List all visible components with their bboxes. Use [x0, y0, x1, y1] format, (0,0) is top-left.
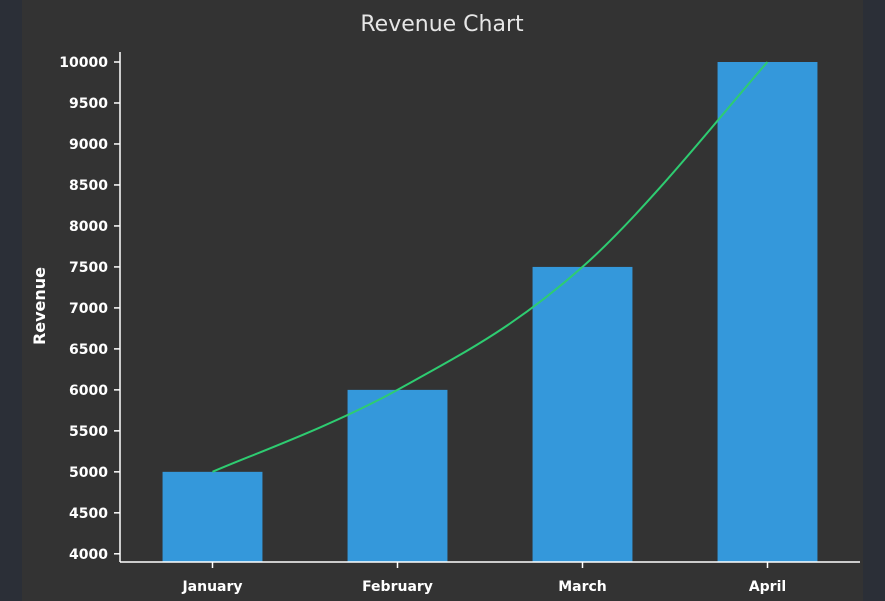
- y-tick-label: 8500: [69, 178, 108, 194]
- revenue-trend-line: [212, 61, 769, 473]
- y-tick-label: 4000: [69, 547, 108, 563]
- revenue-chart: Revenue Chart Revenue 4000 4500 5000 5500 60…: [30, 12, 860, 595]
- bar-january: [162, 471, 263, 562]
- bar-february: [347, 389, 448, 562]
- axes-layer: 4000 4500 5000 5500 6000 6500 7000 7500 8000 8500…: [59, 52, 860, 595]
- y-tick-label: 7000: [69, 301, 108, 317]
- y-tick-label: 8000: [69, 219, 108, 235]
- x-tick-label-february: February: [362, 579, 433, 595]
- y-tick-label: 9000: [69, 137, 108, 153]
- x-tick-label-january: January: [181, 579, 242, 595]
- y-tick-label: 9500: [69, 96, 108, 112]
- y-tick-label: 10000: [59, 55, 108, 71]
- y-tick-label: 4500: [69, 506, 108, 522]
- bars-layer: [162, 62, 818, 562]
- y-axis-label: Revenue: [30, 267, 49, 345]
- y-tick-label: 5500: [69, 424, 108, 440]
- y-tick-label: 5000: [69, 465, 108, 481]
- x-tick-label-march: March: [558, 579, 607, 595]
- chart-panel: Revenue Chart Revenue 4000 4500 5000 5500 60…: [22, 0, 863, 601]
- trend-line-layer: [212, 61, 769, 473]
- x-tick-label-april: April: [749, 579, 786, 595]
- y-tick-label: 7500: [69, 260, 108, 276]
- y-tick-label: 6000: [69, 383, 108, 399]
- y-tick-label: 6500: [69, 342, 108, 358]
- bar-march: [532, 266, 633, 562]
- chart-title: Revenue Chart: [360, 12, 524, 37]
- bar-april: [717, 62, 818, 562]
